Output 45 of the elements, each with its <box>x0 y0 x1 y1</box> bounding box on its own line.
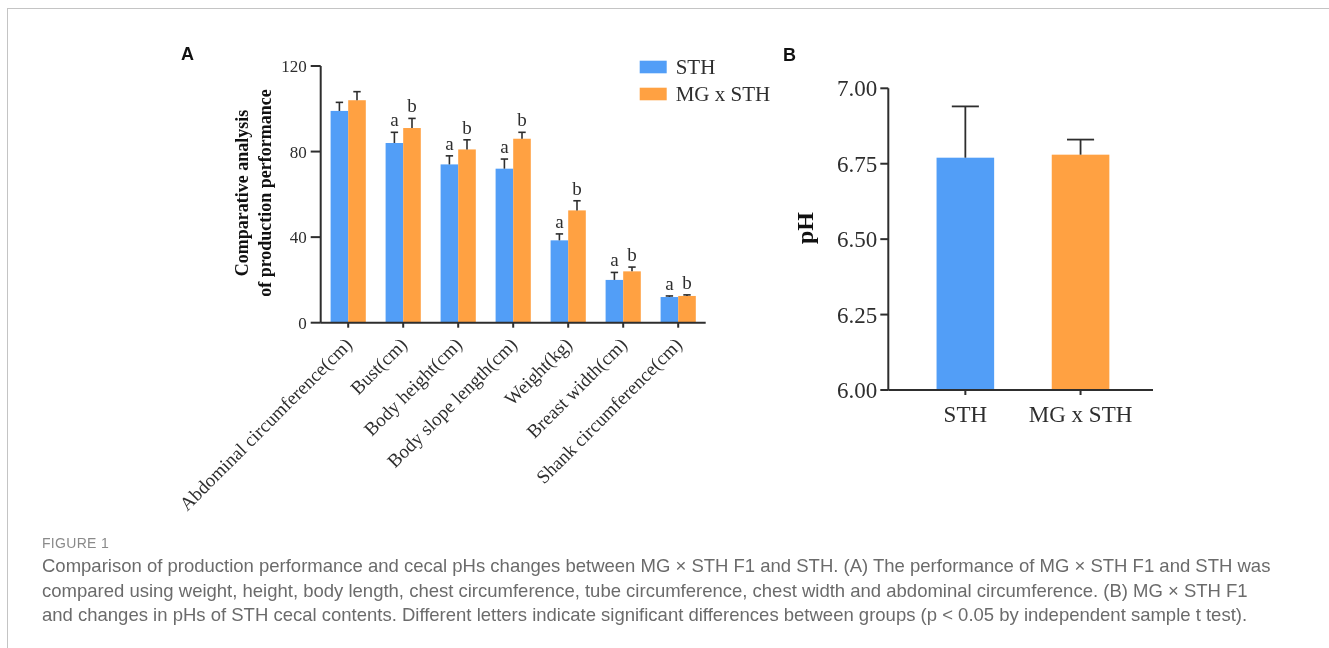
bar <box>568 210 586 323</box>
caption: FIGURE 1 <box>42 535 110 553</box>
bar <box>348 100 366 323</box>
bar <box>385 143 404 323</box>
text: Comparison of production performance and cecal pHs changes between MG × STH F1 and STH. (A) The performance of MG × STH F1 and STH was compared using weight, height, body length, chest circumference, tube circumference, chest width and abdominal circumference. (B) MG × STH F1 and changes in pHs of STH cecal contents. Different letters indicate significant differences between groups (p < 0.05 by independent sample t test). <box>42 554 1272 627</box>
bar <box>330 110 349 323</box>
data-label: a <box>610 249 620 271</box>
bar <box>513 138 531 323</box>
data-label: b <box>572 177 582 199</box>
data-label: b <box>407 95 417 117</box>
bar <box>605 279 624 323</box>
y-axis-title: Comparative analysis of production performance <box>232 89 275 297</box>
data-label: b <box>682 271 692 293</box>
y-tick-label: 80 <box>289 142 307 162</box>
data-label: a <box>500 136 510 158</box>
bar <box>660 297 679 323</box>
y-tick-label: 0 <box>298 313 307 333</box>
data-label: a <box>390 109 400 131</box>
x-tick-label: MG x STH <box>1028 401 1133 427</box>
y-tick-label: 6.25 <box>837 302 878 328</box>
y-tick-label: 40 <box>289 228 307 248</box>
bar <box>495 168 514 323</box>
bar <box>550 240 569 323</box>
y-tick-label: 120 <box>281 56 307 76</box>
y-tick-label: 6.75 <box>837 151 878 177</box>
y-tick-label: 6.00 <box>837 378 878 404</box>
bar <box>458 149 476 323</box>
data-label: b <box>517 109 527 131</box>
bar <box>440 164 459 323</box>
data-label: a <box>555 210 565 232</box>
data-label: a <box>445 132 455 154</box>
legend-label: MG x STH <box>675 82 771 107</box>
data-label: b <box>627 244 637 266</box>
chart-title: B <box>783 45 796 65</box>
x-tick-label: STH <box>943 401 988 427</box>
bar <box>403 128 421 323</box>
bar <box>678 295 696 323</box>
y-tick-label: 6.50 <box>837 227 878 253</box>
bar <box>623 271 641 323</box>
y-tick-label: 7.00 <box>837 76 878 102</box>
chart-title: A <box>181 44 194 64</box>
data-label: a <box>665 272 675 294</box>
y-axis-title: pH <box>792 211 818 245</box>
legend-label: STH <box>675 55 716 80</box>
data-label: b <box>462 116 472 138</box>
